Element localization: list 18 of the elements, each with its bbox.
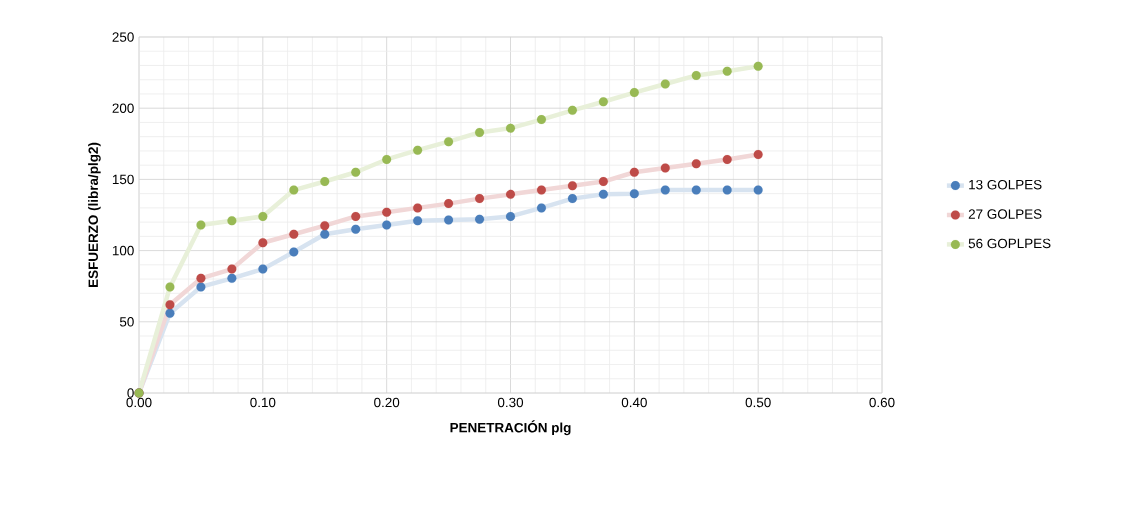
y-tick-label: 50 xyxy=(119,317,134,327)
y-tick-label: 250 xyxy=(112,32,134,42)
x-tick-label: 0.40 xyxy=(621,397,647,408)
y-tick-label: 0 xyxy=(127,388,134,398)
x-tick-label: 0.30 xyxy=(497,397,524,408)
y-axis-title: ESFUERZO (libra/plg2) xyxy=(88,142,101,287)
legend-label: 13 GOLPES xyxy=(969,179,1042,190)
x-tick-label: 0.00 xyxy=(126,397,152,408)
x-axis-title: PENETRACIÓN plg xyxy=(450,420,571,436)
x-tick-label: 0.10 xyxy=(250,397,276,408)
y-tick-label: 200 xyxy=(112,103,134,113)
x-tick-label: 0.20 xyxy=(374,397,400,408)
x-tick-label: 0.60 xyxy=(869,397,895,408)
x-tick-label: 0.50 xyxy=(745,397,771,408)
legend-label: 27 GOLPES xyxy=(968,209,1042,219)
y-tick-label: 100 xyxy=(112,245,134,256)
y-tick-label: 150 xyxy=(112,174,134,185)
legend-label: 56 GOPLPES xyxy=(968,238,1051,249)
